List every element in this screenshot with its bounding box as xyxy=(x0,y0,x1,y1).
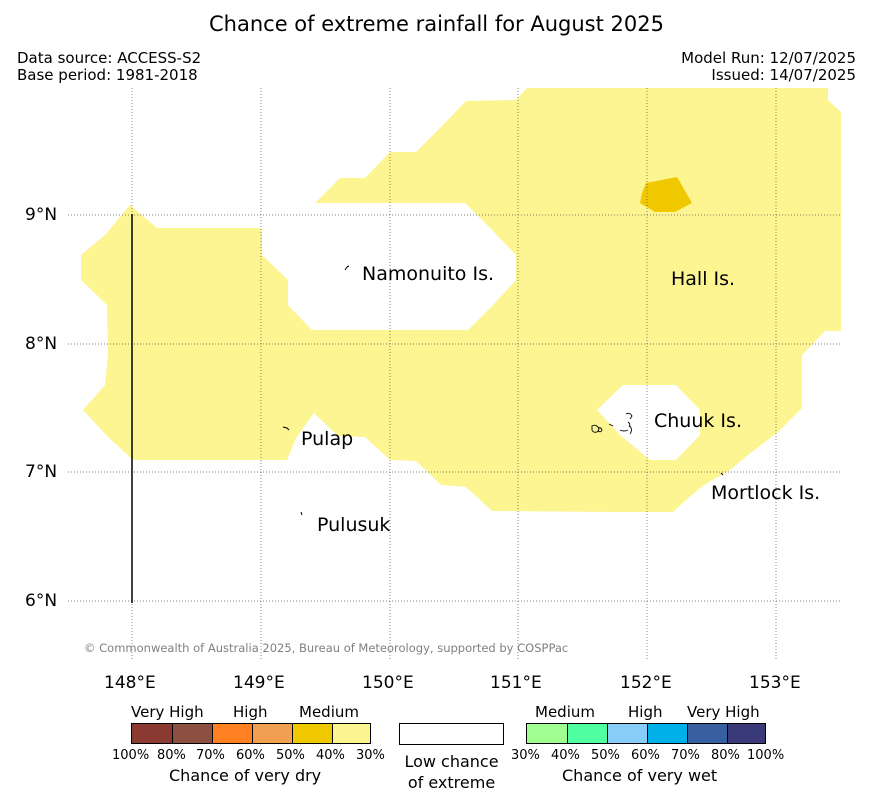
dry-swatch-50-60 xyxy=(252,723,292,744)
island-label-pulap: Pulap xyxy=(301,428,354,450)
dry-swatch-80-100 xyxy=(132,723,172,744)
namonuito-island-shape xyxy=(344,265,350,271)
lon-label-151e: 151°E xyxy=(490,673,542,693)
base-period-text: Base period: 1981-2018 xyxy=(17,66,198,84)
data-source-text: Data source: ACCESS-S2 xyxy=(17,49,202,67)
dry-tick-70: 70% xyxy=(196,748,225,763)
copyright-notice: © Commonwealth of Australia 2025, Bureau… xyxy=(84,641,569,655)
pulap-island-shape xyxy=(282,426,290,431)
chuuk-lagoon-shape xyxy=(591,412,633,435)
wet-tick-80: 80% xyxy=(711,748,740,763)
lon-label-152e: 152°E xyxy=(620,673,672,693)
island-label-mortlock: Mortlock Is. xyxy=(711,482,821,504)
island-label-namonuito: Namonuito Is. xyxy=(362,263,495,285)
lon-label-148e: 148°E xyxy=(104,673,156,693)
lon-label-149e: 149°E xyxy=(233,673,285,693)
dry-swatch-60-70 xyxy=(212,723,252,744)
mortlock-island-shape xyxy=(720,472,724,476)
dry-swatch-40-50 xyxy=(292,723,332,744)
dry-tick-50: 50% xyxy=(276,748,305,763)
very-dry-40-50-region xyxy=(640,177,692,212)
wet-category-very-high: Very High xyxy=(687,703,760,721)
wet-color-bar xyxy=(526,723,766,744)
wet-tick-100: 100% xyxy=(747,748,785,763)
wet-swatch-60-70 xyxy=(647,723,687,744)
lat-label-9n: 9°N xyxy=(25,205,58,225)
lat-label-8n: 8°N xyxy=(25,334,58,354)
wet-tick-30: 30% xyxy=(511,748,540,763)
model-run-text: Model Run: 12/07/2025 xyxy=(681,49,856,67)
wet-category-medium: Medium xyxy=(535,703,595,721)
very-dry-30-40-region xyxy=(81,88,841,512)
wet-swatch-70-80 xyxy=(687,723,727,744)
dry-category-very-high: Very High xyxy=(131,703,204,721)
wet-caption: Chance of very wet xyxy=(562,766,718,785)
dry-tick-100: 100% xyxy=(112,748,150,763)
wet-tick-60: 60% xyxy=(631,748,660,763)
lat-label-7n: 7°N xyxy=(25,462,58,482)
island-label-pulusuk: Pulusuk xyxy=(317,514,391,536)
wet-tick-40: 40% xyxy=(551,748,580,763)
wet-tick-50: 50% xyxy=(591,748,620,763)
lon-label-153e: 153°E xyxy=(749,673,801,693)
dry-tick-30: 30% xyxy=(356,748,385,763)
wet-swatch-80-100 xyxy=(727,723,765,744)
dry-tick-60: 60% xyxy=(236,748,265,763)
lon-label-150e: 150°E xyxy=(362,673,414,693)
map-title: Chance of extreme rainfall for August 20… xyxy=(209,12,664,36)
dry-category-high: High xyxy=(233,703,268,721)
dry-caption: Chance of very dry xyxy=(169,766,322,785)
dry-swatch-30-40 xyxy=(332,723,370,744)
dry-category-medium: Medium xyxy=(299,703,359,721)
dry-tick-40: 40% xyxy=(316,748,345,763)
low-chance-caption-line2: of extreme xyxy=(407,773,496,792)
island-label-chuuk: Chuuk Is. xyxy=(654,410,742,432)
lat-label-6n: 6°N xyxy=(25,591,58,611)
wet-tick-70: 70% xyxy=(671,748,700,763)
dry-color-bar xyxy=(131,723,371,744)
wet-swatch-50-60 xyxy=(607,723,647,744)
low-chance-swatch xyxy=(399,723,504,745)
pulusuk-island-shape xyxy=(300,511,303,516)
island-label-hall: Hall Is. xyxy=(671,268,736,290)
dry-swatch-70-80 xyxy=(172,723,212,744)
low-chance-caption-line1: Low chance xyxy=(404,752,499,771)
wet-swatch-40-50 xyxy=(567,723,607,744)
wet-swatch-30-40 xyxy=(527,723,567,744)
dry-tick-80: 80% xyxy=(157,748,186,763)
wet-category-high: High xyxy=(628,703,663,721)
issued-text: Issued: 14/07/2025 xyxy=(711,66,856,84)
